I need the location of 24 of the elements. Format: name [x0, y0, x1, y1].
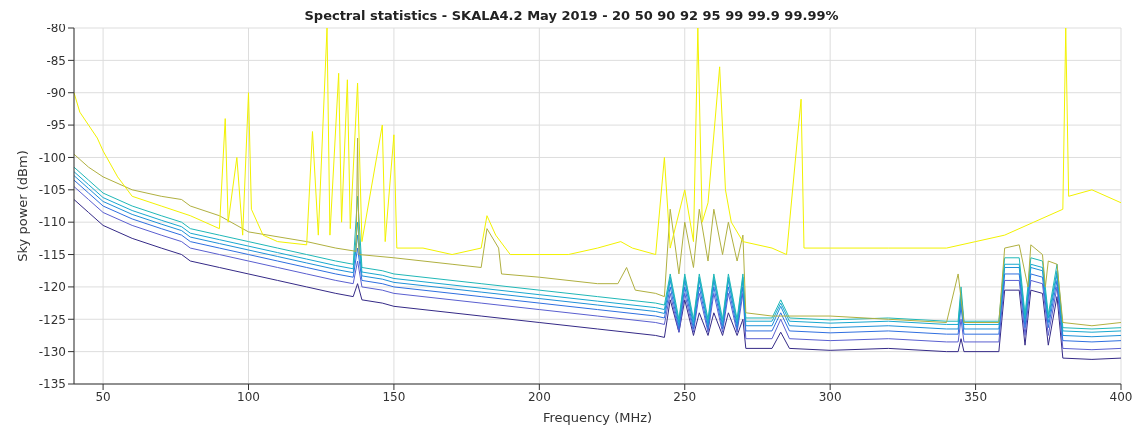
y-tick-label: -130: [38, 344, 66, 359]
y-axis-title: Sky power (dBm): [14, 150, 30, 262]
x-tick-label: 350: [964, 389, 988, 404]
y-tick-label: -115: [38, 247, 66, 262]
x-tick-label: 400: [1109, 389, 1133, 404]
y-tick-label: -105: [38, 183, 66, 198]
x-tick-label: 150: [382, 389, 406, 404]
y-tick-label: -95: [46, 118, 66, 133]
y-tick-label: -125: [38, 312, 66, 327]
x-tick-label: 50: [95, 389, 111, 404]
y-tick-label: -135: [38, 377, 66, 392]
x-axis-title: Frequency (MHz): [542, 410, 653, 425]
y-tick-label: -120: [38, 280, 66, 295]
x-tick-label: 200: [527, 389, 551, 404]
y-tick-label: -80: [46, 21, 66, 36]
x-tick-label: 100: [237, 389, 260, 404]
x-tick-label: 300: [818, 389, 842, 404]
chart-title: Spectral statistics - SKALA4.2 May 2019 - 20 50 90 92 95 99 99.9 99.99%: [304, 8, 839, 23]
y-tick-label: -100: [38, 150, 66, 165]
line-series: [74, 137, 1121, 327]
x-tick-label: 250: [673, 389, 697, 404]
y-tick-label: -85: [46, 53, 66, 68]
y-tick-label: -110: [38, 215, 66, 230]
y-tick-label: -90: [46, 85, 66, 100]
